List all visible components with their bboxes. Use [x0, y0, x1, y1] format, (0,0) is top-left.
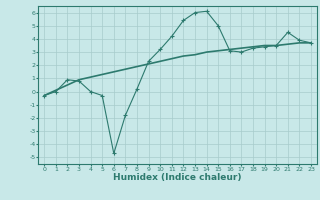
X-axis label: Humidex (Indice chaleur): Humidex (Indice chaleur) [113, 173, 242, 182]
